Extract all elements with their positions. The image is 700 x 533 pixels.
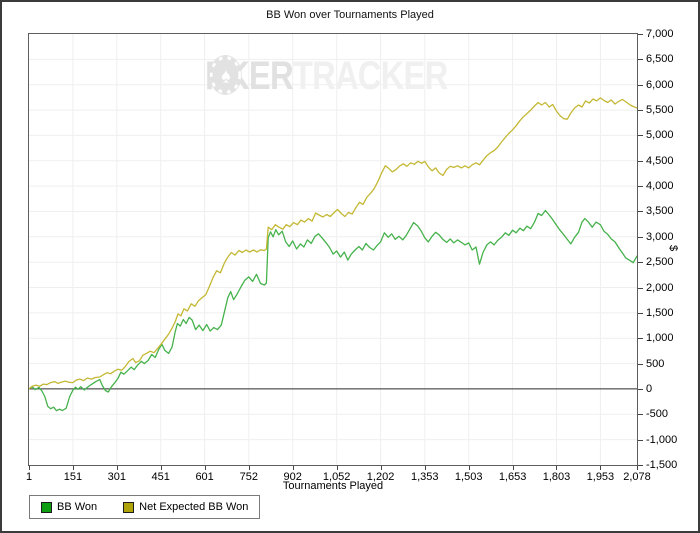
y-tick-label: 5,500 xyxy=(646,104,674,117)
legend-swatch-bb-won xyxy=(41,501,52,513)
legend-swatch-net-expected-bb-won xyxy=(123,501,135,513)
y-tick-label: 7,000 xyxy=(646,28,674,40)
x-tick-label: 1 xyxy=(25,471,33,483)
spade-glyph: ♠ xyxy=(221,65,230,88)
y-tick-mark xyxy=(638,84,643,86)
x-tick-mark xyxy=(116,466,118,470)
x-tick-mark xyxy=(29,466,30,470)
y-axis-title: $ xyxy=(667,244,680,252)
x-tick-mark xyxy=(512,466,514,470)
y-tick-mark xyxy=(638,414,643,416)
x-tick-label: 601 xyxy=(195,471,214,483)
y-tick-mark xyxy=(638,135,643,137)
x-tick-mark xyxy=(637,466,638,470)
y-tick-mark xyxy=(638,236,643,238)
y-tick-mark xyxy=(638,211,643,213)
y-tick-label: -1,000 xyxy=(646,433,678,446)
y-tick-mark xyxy=(638,312,643,314)
y-tick-label: 1,000 xyxy=(646,332,674,345)
x-tick-label: 301 xyxy=(107,471,126,483)
y-tick-label: 4,500 xyxy=(646,154,674,167)
legend-item: Net Expected BB Won xyxy=(123,501,248,513)
x-tick-mark xyxy=(336,466,338,470)
y-tick-label: 2,500 xyxy=(646,256,674,269)
y-tick-label: 5,000 xyxy=(646,129,674,142)
x-tick-mark xyxy=(204,466,206,470)
series-lines-layer xyxy=(29,97,637,412)
y-tick-mark xyxy=(638,186,643,188)
x-tick-label: 1,953 xyxy=(586,471,615,483)
legend-label: BB Won xyxy=(57,501,98,513)
x-tick-label: 752 xyxy=(239,471,258,483)
x-tick-label: 151 xyxy=(63,471,83,483)
y-tick-mark xyxy=(638,363,643,365)
x-tick-mark xyxy=(380,466,382,470)
legend-item: BB Won xyxy=(41,501,97,513)
x-tick-mark xyxy=(424,466,426,470)
x-tick-label: 1,052 xyxy=(322,471,351,483)
legend-label: Net Expected BB Won xyxy=(139,501,249,513)
x-tick-label: 1,503 xyxy=(454,471,483,483)
x-tick-label: 1,653 xyxy=(498,471,527,483)
y-tick-mark xyxy=(638,338,643,340)
y-tick-label: 0 xyxy=(646,382,653,395)
x-tick-label: 1,353 xyxy=(411,471,439,483)
y-tick-mark xyxy=(638,34,643,35)
x-tick-mark xyxy=(600,466,602,470)
y-tick-mark xyxy=(638,465,643,466)
x-tick-label: 451 xyxy=(151,471,170,483)
y-tick-mark xyxy=(638,59,643,61)
x-tick-mark xyxy=(468,466,470,470)
y-tick-mark xyxy=(638,287,643,289)
y-tick-label: 3,000 xyxy=(646,230,674,243)
y-tick-mark xyxy=(638,388,643,390)
y-tick-mark xyxy=(638,160,643,162)
y-tick-label: 3,500 xyxy=(646,205,674,218)
x-tick-mark xyxy=(72,466,74,470)
poker-chip-icon: ♠ xyxy=(209,55,242,95)
x-tick-label: 1,803 xyxy=(542,471,571,483)
y-tick-label: 2,000 xyxy=(646,281,674,294)
gridlines-layer xyxy=(29,34,637,465)
chart-title: BB Won over Tournaments Played xyxy=(266,9,434,21)
x-tick-label: 902 xyxy=(283,471,302,483)
y-tick-label: 6,500 xyxy=(646,53,674,66)
y-tick-mark xyxy=(638,262,643,264)
y-tick-label: 6,000 xyxy=(646,78,674,91)
x-tick-mark xyxy=(556,466,558,470)
y-tick-label: 4,000 xyxy=(646,180,674,193)
y-tick-mark xyxy=(638,439,643,441)
y-tick-label: 500 xyxy=(646,357,665,370)
x-tick-label: 1,202 xyxy=(366,471,395,483)
x-tick-mark xyxy=(160,466,162,470)
x-tick-label: 2,078 xyxy=(623,471,651,483)
x-tick-mark xyxy=(248,466,250,470)
y-tick-label: -1,500 xyxy=(646,459,678,471)
watermark-text-tracker: TRACKER xyxy=(292,54,448,98)
y-tick-label: 1,500 xyxy=(646,306,674,319)
x-tick-mark xyxy=(292,466,294,470)
y-tick-mark xyxy=(638,110,643,112)
x-axis-title: Tournaments Played xyxy=(282,480,384,492)
legend: BB Won Net Expected BB Won xyxy=(29,495,261,519)
y-tick-label: -500 xyxy=(646,408,669,421)
